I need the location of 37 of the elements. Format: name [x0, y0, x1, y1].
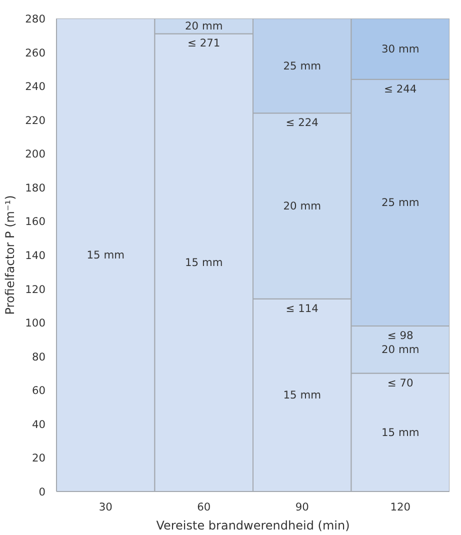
- y-tick-label: 60: [32, 384, 46, 398]
- y-tick-label: 40: [32, 418, 46, 431]
- text: 15 mm: [283, 388, 321, 402]
- annotation: ≤ 244: [384, 82, 417, 96]
- y-tick-label: 200: [25, 148, 46, 161]
- y-tick-label: 220: [25, 114, 46, 127]
- y-tick-label: 240: [25, 80, 46, 94]
- text: 25 mm: [382, 196, 420, 210]
- text: 20 mm: [283, 200, 321, 213]
- annotation: ≤ 70: [387, 376, 414, 390]
- x-tick-label: 30: [98, 500, 113, 514]
- y-tick-label: 260: [25, 46, 46, 60]
- x-tick-label: 120: [390, 500, 411, 514]
- x-tick-label: 90: [295, 500, 310, 514]
- text: 15 mm: [86, 248, 124, 262]
- x-tick-label: 60: [197, 500, 211, 514]
- y-tick-label: 180: [25, 181, 46, 194]
- series-label: 30 mm: [382, 42, 420, 56]
- annotation: ≤ 98: [387, 328, 414, 342]
- y-tick-label: 280: [25, 12, 46, 26]
- y-tick-label: 160: [25, 215, 46, 228]
- text: 15 mm: [382, 426, 420, 439]
- y-tick-label: 140: [25, 249, 46, 262]
- annotation: ≤ 114: [286, 302, 319, 315]
- y-tick-label: 120: [25, 282, 46, 296]
- y-tick-label: 100: [25, 316, 46, 330]
- text: 20 mm: [382, 343, 420, 356]
- series-label: 25 mm: [283, 59, 321, 72]
- series-label: 20 mm: [185, 20, 223, 33]
- y-tick-label: 80: [32, 350, 46, 364]
- series-label: 15 mm: [185, 256, 223, 270]
- x-axis-title: Vereiste brandwerendheid (min): [156, 518, 350, 532]
- y-tick-label: 0: [38, 486, 46, 498]
- y-tick-label: 20: [32, 452, 46, 465]
- y-axis-title: Profielfactor P (m⁻¹): [3, 195, 18, 315]
- annotation: ≤ 224: [286, 116, 319, 130]
- annotation: ≤ 271: [188, 36, 220, 50]
